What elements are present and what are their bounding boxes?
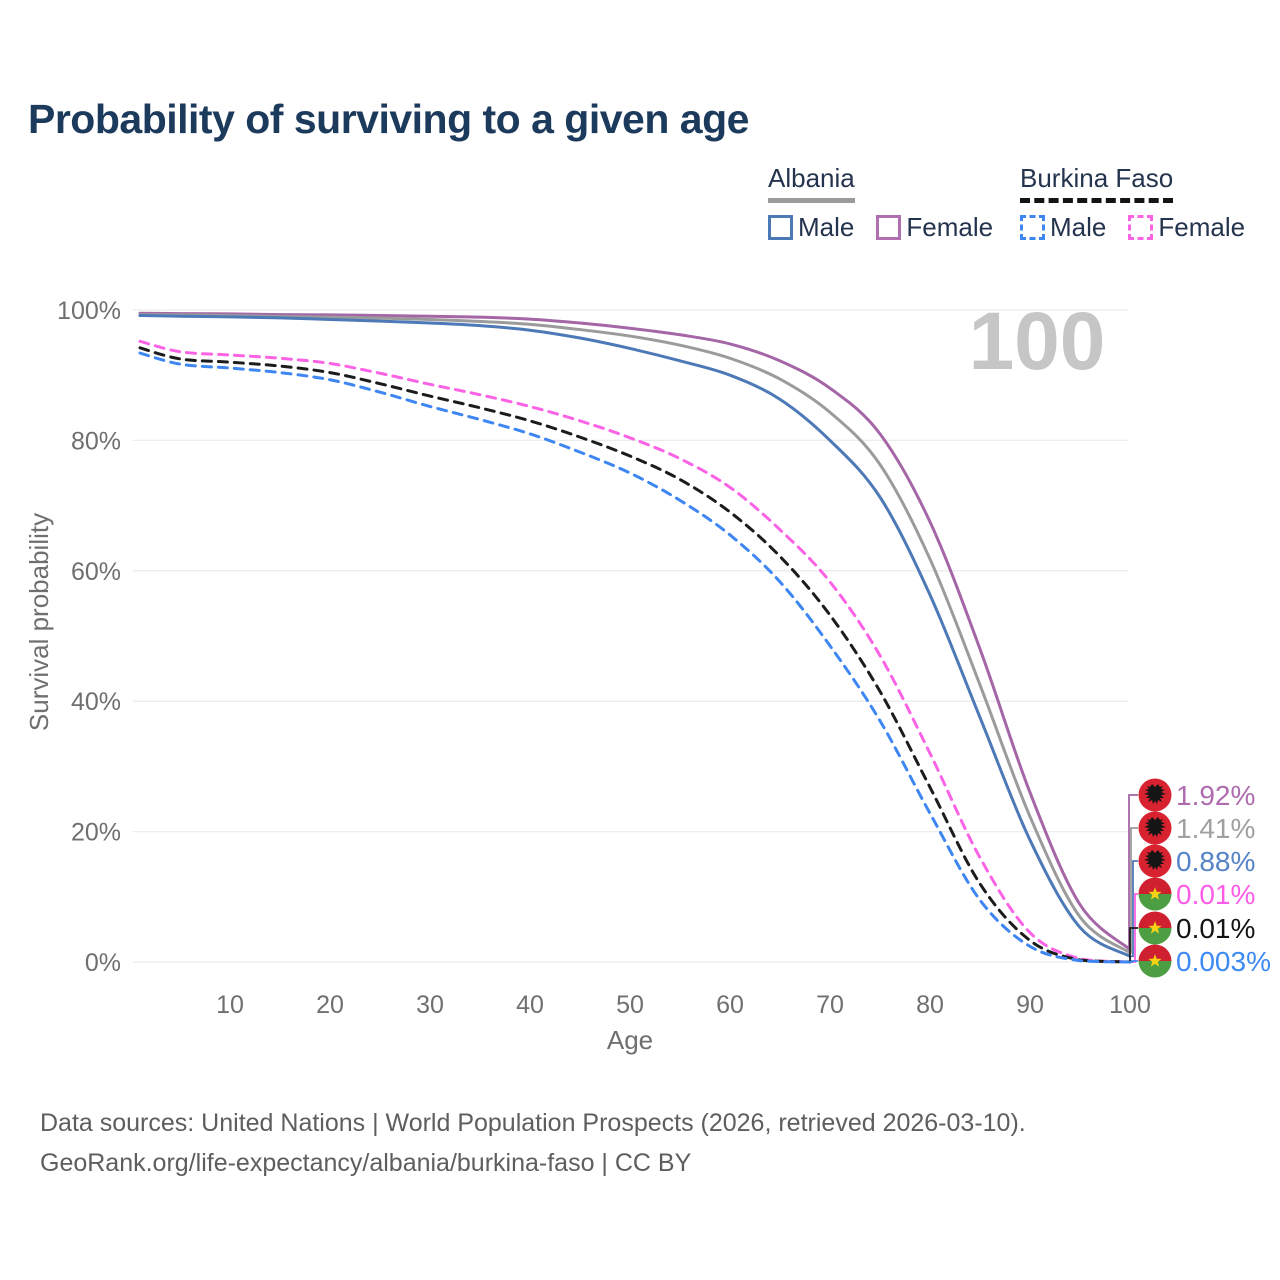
page-title: Probability of surviving to a given age bbox=[28, 96, 749, 142]
series-line-albania-both-sexes[interactable] bbox=[138, 313, 1132, 955]
x-tick-100: 100 bbox=[1109, 991, 1151, 1019]
burkina-faso-flag-icon bbox=[1138, 944, 1172, 978]
burkina-faso-flag-icon bbox=[1138, 877, 1172, 911]
series-line-albania-female[interactable] bbox=[138, 311, 1132, 951]
end-label-albania-female: 1.92% bbox=[1176, 780, 1255, 811]
x-tick-60: 60 bbox=[716, 991, 744, 1019]
legend-swatch-burkina-faso-female[interactable] bbox=[1128, 215, 1154, 240]
footer-data-sources: Data sources: United Nations | World Pop… bbox=[40, 1109, 1026, 1137]
series-line-burkina-faso-male[interactable] bbox=[138, 351, 1132, 964]
y-tick-80%: 80% bbox=[71, 427, 121, 455]
legend-label-albania-male[interactable]: Male bbox=[798, 212, 855, 242]
albania-flag-icon bbox=[1138, 844, 1172, 878]
leader-line-albania-female bbox=[1128, 794, 1138, 951]
x-axis-label: Age bbox=[607, 1025, 653, 1055]
series-line-albania-male[interactable] bbox=[138, 314, 1132, 958]
hover-age-watermark: 100 bbox=[969, 296, 1106, 387]
x-tick-20: 20 bbox=[316, 991, 344, 1019]
end-label-albania-male: 0.88% bbox=[1176, 846, 1255, 877]
y-tick-100%: 100% bbox=[57, 297, 121, 325]
y-tick-20%: 20% bbox=[71, 819, 121, 847]
legend-country-burkina-faso: Burkina Faso bbox=[1020, 163, 1174, 203]
x-tick-70: 70 bbox=[816, 991, 844, 1019]
y-axis-label: Survival probability bbox=[24, 513, 54, 731]
y-tick-60%: 60% bbox=[71, 558, 121, 586]
x-tick-50: 50 bbox=[616, 991, 644, 1019]
legend-swatch-albania-female[interactable] bbox=[876, 215, 902, 240]
y-tick-0%: 0% bbox=[85, 949, 121, 977]
legend-group-albania: Albania Male Female bbox=[768, 163, 993, 243]
x-tick-80: 80 bbox=[916, 991, 944, 1019]
legend-label-albania-female[interactable]: Female bbox=[906, 212, 994, 242]
footer-attribution: GeoRank.org/life-expectancy/albania/burk… bbox=[40, 1149, 692, 1177]
legend-swatch-burkina-faso-male[interactable] bbox=[1020, 215, 1045, 240]
albania-flag-icon bbox=[1138, 778, 1172, 812]
end-label-burkina-faso-male: 0.003% bbox=[1176, 946, 1271, 977]
end-label-burkina-faso-female: 0.01% bbox=[1176, 879, 1255, 910]
legend-label-burkina-faso-male[interactable]: Male bbox=[1050, 212, 1107, 242]
series-line-burkina-faso-both-sexes[interactable] bbox=[138, 346, 1132, 964]
x-tick-40: 40 bbox=[516, 991, 544, 1019]
legend-swatch-albania-male[interactable] bbox=[768, 215, 793, 240]
end-label-albania-both-sexes: 1.41% bbox=[1176, 813, 1255, 844]
end-label-burkina-faso-both-sexes: 0.01% bbox=[1176, 913, 1255, 944]
x-tick-90: 90 bbox=[1016, 991, 1044, 1019]
y-tick-40%: 40% bbox=[71, 688, 121, 716]
series-line-burkina-faso-female[interactable] bbox=[138, 339, 1132, 964]
burkina-faso-flag-icon bbox=[1138, 911, 1172, 945]
x-tick-10: 10 bbox=[216, 991, 244, 1019]
legend-group-burkina-faso: Burkina Faso Male Female bbox=[1020, 163, 1245, 243]
leader-line-burkina-faso-male bbox=[1128, 960, 1138, 963]
x-tick-30: 30 bbox=[416, 991, 444, 1019]
albania-flag-icon bbox=[1138, 811, 1172, 845]
legend-country-albania: Albania bbox=[768, 163, 855, 203]
footer: Data sources: United Nations | World Pop… bbox=[40, 1103, 1026, 1183]
legend-label-burkina-faso-female[interactable]: Female bbox=[1158, 212, 1246, 242]
